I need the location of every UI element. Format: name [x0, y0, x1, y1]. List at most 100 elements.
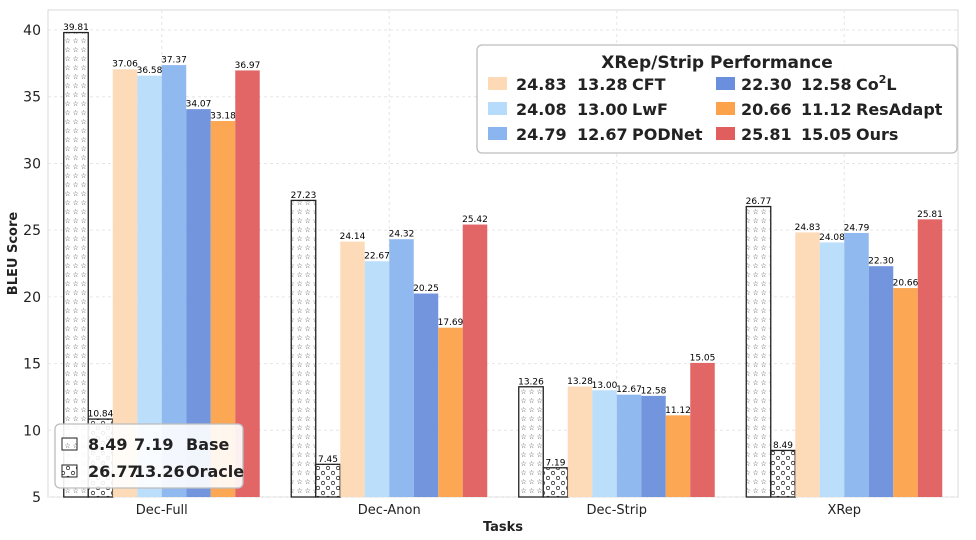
legend-xrep-value: 24.83: [516, 75, 567, 94]
legend-xrep-value: 24.79: [516, 125, 567, 144]
legend-swatch-oracle: [61, 464, 78, 478]
legend-method-name-part: ResAdapt: [856, 100, 943, 119]
data-label: 8.49: [773, 441, 793, 451]
legend-main-box: [476, 44, 958, 154]
legend-method-name: ResAdapt: [856, 100, 943, 119]
legend-method-name: Ours: [856, 125, 898, 144]
y-tick-label: 40: [23, 23, 41, 39]
bar-base-dec-full: [63, 31, 89, 498]
data-label: 24.14: [340, 232, 366, 242]
legend-xrep-value: 25.81: [741, 125, 792, 144]
y-tick-label: 35: [23, 90, 41, 106]
x-tick-label: Dec-Anon: [358, 503, 421, 518]
legend-swatch-co: [716, 77, 735, 90]
bar-podnet-xrep: [844, 232, 869, 497]
bar-oracle-dec-anon: [315, 463, 341, 498]
bar-ours-xrep: [917, 219, 943, 497]
legend-method-name-sup: 2: [879, 73, 887, 86]
x-tick-label: Dec-Full: [136, 503, 188, 518]
y-tick-label: 10: [23, 423, 41, 439]
axes-layer: 5 10 15 20 25 30 35 40 Dec-Full Dec-Anon Dec-Strip…: [6, 23, 861, 535]
legend-strip-value: 13.00: [577, 100, 628, 119]
data-label: 24.08: [819, 233, 845, 243]
y-tick-label: 5: [32, 490, 41, 506]
bar-oracle-xrep: [770, 449, 796, 498]
data-label: 26.77: [746, 197, 772, 207]
legend-base-name: Base: [186, 435, 230, 454]
bar-lwf-xrep: [819, 242, 845, 497]
x-tick-label: XRep: [827, 503, 861, 518]
data-label: 12.67: [616, 385, 642, 395]
data-label: 22.67: [364, 252, 390, 262]
legend-swatch-ours: [716, 127, 735, 140]
legend-method-name: PODNet: [632, 125, 703, 144]
data-label: 36.58: [137, 66, 163, 76]
legend-method-name: CFT: [632, 75, 666, 94]
data-label: 13.26: [518, 377, 544, 387]
legend-method-name-part: PODNet: [632, 125, 703, 144]
data-label: 17.69: [438, 318, 464, 328]
bar-base-dec-strip: [518, 386, 544, 498]
legend-method-name-part: LwF: [632, 100, 668, 119]
data-label: 25.42: [462, 215, 488, 225]
data-label: 36.97: [235, 61, 261, 71]
legend-main: XRep/Strip Performance 24.83 13.28 CFT 24.08…: [476, 44, 958, 154]
legend-xrep-value: 20.66: [741, 100, 792, 119]
data-label: 11.12: [665, 406, 691, 416]
y-tick-label: 30: [23, 156, 41, 172]
bar-resadapt-dec-strip: [665, 415, 691, 497]
bar-co2l-xrep: [868, 266, 894, 497]
legend-base-box: [54, 423, 244, 489]
data-label: 24.83: [795, 223, 821, 233]
data-label: 27.23: [291, 191, 317, 201]
data-label: 25.81: [917, 210, 943, 220]
legend-base-xrep-value: 26.77: [88, 462, 139, 481]
bar-oracle-dec-strip: [542, 467, 569, 498]
data-label: 33.18: [210, 112, 236, 122]
data-label: 10.84: [88, 410, 114, 420]
legend-xrep-value: 24.08: [516, 100, 567, 119]
bar-lwf-dec-strip: [592, 390, 617, 497]
data-label: 39.81: [63, 23, 89, 33]
data-label: 34.07: [186, 100, 212, 110]
legend-strip-value: 15.05: [801, 125, 852, 144]
y-tick-label: 25: [23, 223, 41, 239]
legend-strip-value: 12.67: [577, 125, 628, 144]
legend-method-name-suffix: L: [886, 75, 896, 94]
data-label: 7.19: [545, 458, 565, 468]
bar-cft-dec-strip: [567, 386, 593, 497]
x-axis-label: Tasks: [483, 520, 523, 535]
data-label: 13.00: [592, 381, 618, 391]
y-axis-label: BLEU Score: [6, 212, 21, 296]
legend-swatch-resadapt: [716, 102, 735, 115]
data-label: 7.45: [318, 455, 338, 465]
bar-co2l-dec-strip: [641, 395, 666, 497]
legend-main-title: XRep/Strip Performance: [601, 53, 833, 73]
bar-base-xrep: [745, 205, 772, 498]
data-label: 13.28: [567, 377, 593, 387]
data-label: 12.58: [641, 386, 667, 396]
bar-ours-dec-strip: [690, 362, 715, 497]
y-tick-label: 15: [23, 357, 41, 373]
legend-swatch-lwf: [488, 102, 507, 115]
legend-strip-value: 12.58: [801, 75, 852, 94]
bar-cft-xrep: [795, 232, 820, 498]
bar-cft-dec-anon: [340, 241, 365, 497]
legend-base-strip-value: 13.26: [134, 462, 185, 481]
legend-xrep-value: 22.30: [741, 75, 792, 94]
legend-method-name-part: CFT: [632, 75, 666, 94]
bar-resadapt-dec-anon: [438, 327, 463, 497]
legend-swatch-cft: [488, 77, 507, 90]
data-label: 37.37: [161, 56, 187, 66]
data-label: 22.30: [868, 257, 894, 267]
data-label: 15.05: [690, 353, 716, 363]
bar-co2l-dec-anon: [413, 293, 439, 497]
legend-base-name: Oracle: [186, 462, 244, 481]
bar-lwf-dec-anon: [364, 261, 390, 497]
legend-strip-value: 11.12: [801, 100, 852, 119]
bar-podnet-dec-strip: [616, 394, 642, 497]
bar-ours-dec-anon: [462, 224, 488, 497]
